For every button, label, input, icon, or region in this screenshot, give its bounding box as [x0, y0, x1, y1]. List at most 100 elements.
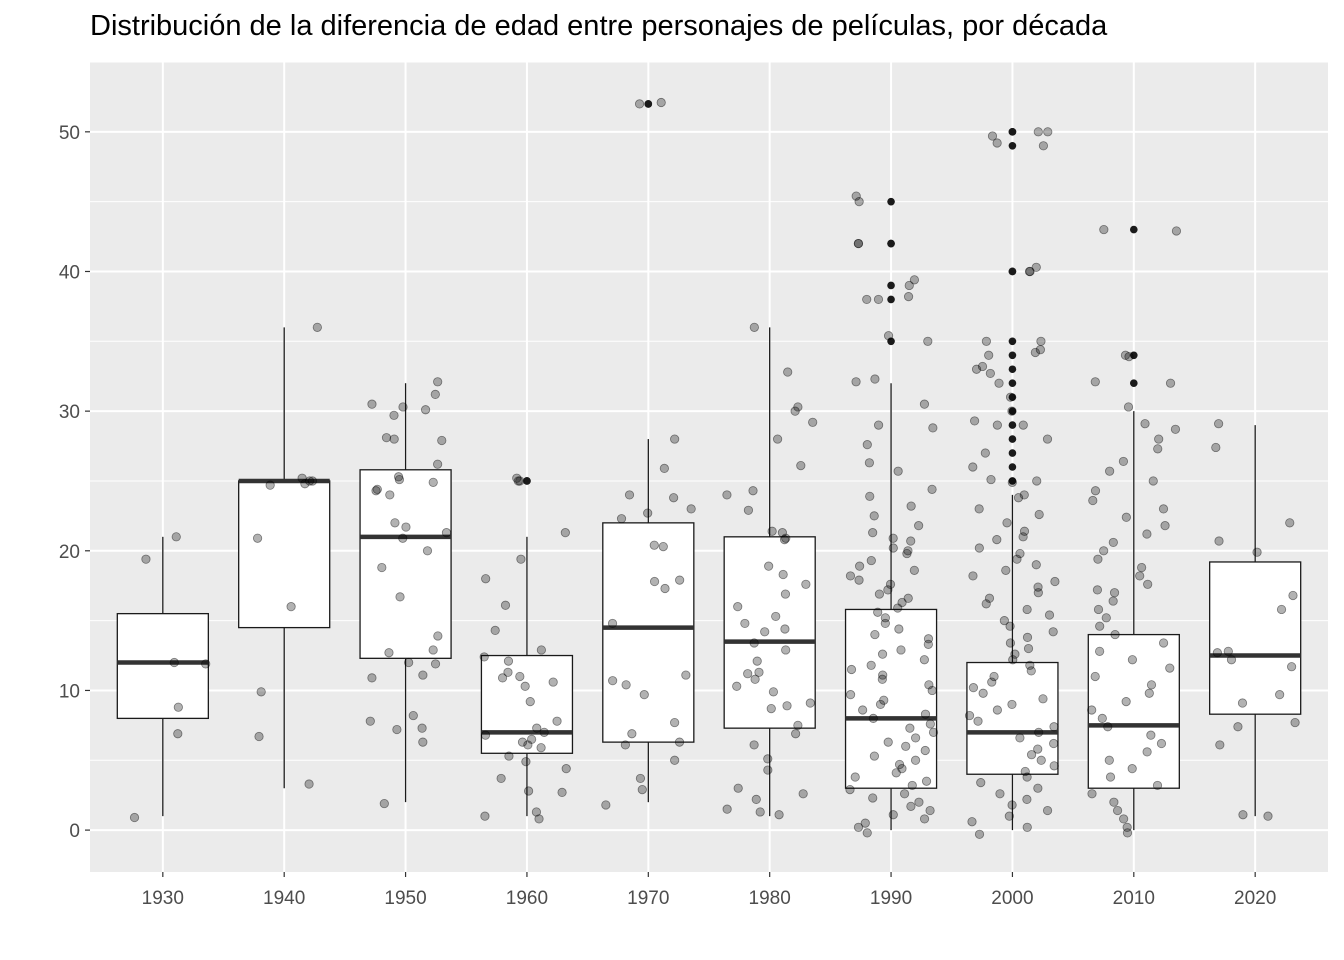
- jitter-point: [490, 625, 500, 635]
- jitter-point: [1127, 764, 1137, 774]
- jitter-point: [910, 733, 921, 743]
- jitter-point: [853, 238, 864, 249]
- jitter-point: [1088, 495, 1098, 506]
- jitter-point: [385, 490, 395, 500]
- jitter-point: [914, 521, 924, 531]
- jitter-point: [428, 645, 438, 655]
- jitter-point: [1033, 582, 1043, 592]
- jitter-point: [548, 677, 558, 687]
- jitter-point: [1005, 392, 1016, 402]
- y-tick-label: 10: [59, 681, 80, 702]
- jitter-point: [1170, 424, 1181, 434]
- box-1990: [844, 608, 938, 789]
- jitter-point: [307, 476, 318, 486]
- jitter-point: [639, 690, 649, 700]
- jitter-point: [1002, 518, 1012, 528]
- jitter-point: [968, 462, 978, 472]
- jitter-point: [749, 638, 759, 648]
- jitter-point: [883, 331, 894, 341]
- jitter-point: [894, 624, 904, 634]
- outlier-point: [1008, 449, 1017, 457]
- jitter-point: [171, 532, 181, 542]
- jitter-point: [1158, 638, 1169, 648]
- jitter-point: [635, 773, 646, 784]
- jitter-point: [1044, 610, 1055, 620]
- jitter-point: [634, 99, 645, 109]
- jitter-point: [173, 729, 183, 739]
- jitter-point: [1049, 738, 1059, 749]
- jitter-point: [768, 687, 779, 697]
- jitter-point: [1099, 546, 1109, 556]
- jitter-point: [480, 811, 490, 821]
- jitter-point: [1109, 588, 1120, 598]
- jitter-point: [1090, 486, 1101, 496]
- jitter-point: [777, 528, 787, 538]
- jitter-point: [1022, 772, 1032, 782]
- jitter-point: [394, 474, 404, 485]
- x-tick-label: 1980: [749, 888, 791, 909]
- jitter-point: [1110, 629, 1120, 640]
- jitter-point: [608, 676, 618, 686]
- jitter-point: [1049, 722, 1059, 732]
- jitter-point: [909, 565, 919, 575]
- jitter-point: [920, 745, 930, 756]
- jitter-point: [907, 780, 917, 791]
- jitter-point: [497, 673, 508, 683]
- jitter-point: [773, 434, 783, 444]
- jitter-point: [627, 729, 637, 739]
- jitter-point: [1013, 493, 1024, 503]
- jitter-point: [989, 671, 999, 682]
- box-1940: [238, 480, 331, 629]
- x-tick-label: 1970: [627, 888, 669, 909]
- jitter-point: [899, 789, 910, 799]
- jitter-point: [904, 280, 914, 291]
- x-tick-label: 1930: [142, 888, 184, 909]
- jitter-point: [1033, 127, 1043, 137]
- jitter-point: [748, 486, 758, 496]
- jitter-point: [1090, 671, 1100, 682]
- jitter-point: [1146, 680, 1157, 690]
- jitter-point: [430, 389, 440, 399]
- jitter-point: [914, 797, 924, 807]
- jitter-point: [536, 743, 546, 753]
- jitter-point: [624, 490, 635, 500]
- jitter-point: [1030, 347, 1040, 358]
- jitter-point: [781, 533, 791, 543]
- jitter-point: [1263, 811, 1273, 821]
- jitter-point: [1026, 750, 1037, 760]
- y-tick-label: 40: [59, 262, 80, 283]
- outlier-point: [1008, 435, 1017, 443]
- jitter-point: [1087, 705, 1097, 715]
- jitter-point: [1019, 490, 1029, 500]
- jitter-point: [878, 670, 888, 680]
- jitter-point: [1160, 521, 1170, 531]
- jitter-point: [974, 829, 985, 839]
- jitter-point: [1095, 621, 1105, 631]
- jitter-point: [1010, 649, 1020, 659]
- jitter-point: [763, 765, 773, 775]
- jitter-point: [751, 794, 761, 804]
- outlier-point: [1130, 225, 1138, 234]
- jitter-point: [845, 571, 856, 581]
- jitter-point: [1048, 627, 1058, 637]
- jitter-point: [888, 533, 898, 543]
- jitter-point: [1095, 646, 1105, 656]
- jitter-point: [880, 613, 890, 623]
- jitter-point: [437, 435, 447, 446]
- box-1980: [723, 536, 816, 729]
- jitter-point: [1099, 224, 1109, 235]
- jitter-point: [552, 716, 562, 726]
- jitter-point: [992, 535, 1002, 545]
- jitter-point: [733, 783, 743, 793]
- outlier-point: [1008, 421, 1017, 429]
- jitter-point: [925, 805, 935, 816]
- jitter-point: [864, 458, 874, 468]
- jitter-point: [1287, 662, 1297, 672]
- jitter-point: [1105, 772, 1116, 782]
- jitter-point: [515, 476, 525, 486]
- jitter-point: [992, 420, 1002, 430]
- jitter-point: [304, 779, 314, 789]
- jitter-point: [984, 593, 995, 603]
- jitter-point: [977, 361, 988, 372]
- jitter-point: [1007, 800, 1017, 810]
